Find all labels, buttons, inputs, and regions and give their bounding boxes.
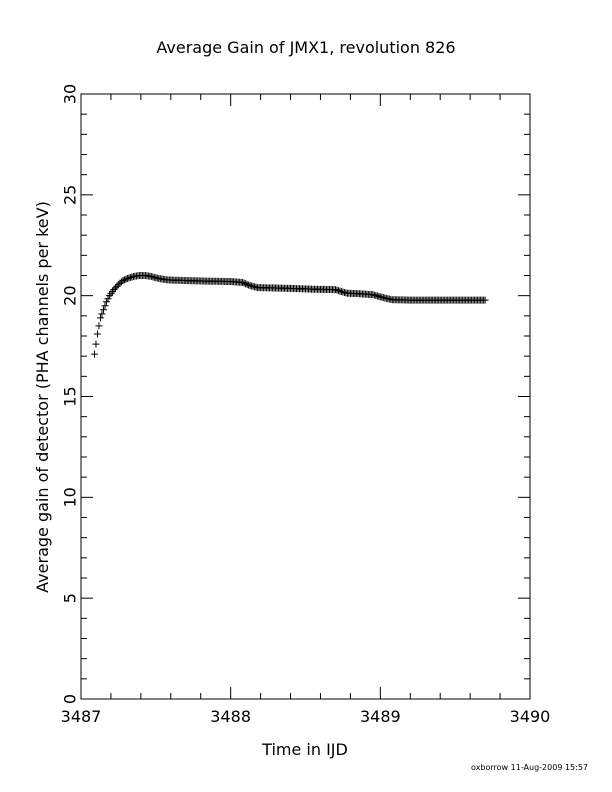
footer-credit: oxborrow 11-Aug-2009 15:57 <box>471 763 588 772</box>
data-point <box>122 275 130 283</box>
y-tick-label: 20 <box>61 285 80 305</box>
axis-ticks <box>80 93 531 700</box>
data-point <box>243 280 251 288</box>
data-point <box>239 279 247 287</box>
data-point <box>99 306 107 314</box>
data-point <box>92 340 100 348</box>
data-point <box>336 287 344 295</box>
y-tick-labels: 0 5 10 15 20 25 30 <box>61 84 80 704</box>
y-tick-label: 5 <box>61 593 80 603</box>
x-tick-label: 3488 <box>210 707 251 726</box>
data-point <box>240 279 248 287</box>
data-point <box>125 274 133 282</box>
data-point <box>90 350 98 358</box>
data-point <box>245 281 253 289</box>
y-tick-label: 10 <box>61 487 80 507</box>
data-point <box>333 286 341 294</box>
data-point <box>104 295 112 303</box>
data-point <box>123 275 131 283</box>
data-point <box>331 286 339 294</box>
plot-frame <box>80 93 531 700</box>
data-point <box>96 314 104 322</box>
data-series <box>90 272 489 358</box>
data-point <box>120 276 128 284</box>
x-tick-label: 3487 <box>61 707 102 726</box>
data-point <box>101 302 109 310</box>
data-point <box>95 322 103 330</box>
data-point <box>126 274 134 282</box>
data-point <box>128 273 136 281</box>
data-point <box>110 286 118 294</box>
x-tick-label: 3490 <box>510 707 551 726</box>
x-tick-label: 3489 <box>360 707 401 726</box>
y-tick-label: 25 <box>61 185 80 205</box>
data-point <box>334 287 342 295</box>
y-axis-label: Average gain of detector (PHA channels p… <box>33 201 52 593</box>
x-tick-labels: 3487 3488 3489 3490 <box>61 707 551 726</box>
x-axis-label: Time in IJD <box>261 740 348 759</box>
y-tick-label: 0 <box>61 694 80 704</box>
data-point <box>242 280 250 288</box>
data-point <box>98 310 106 318</box>
data-point <box>119 277 127 285</box>
data-point <box>111 284 119 292</box>
y-tick-label: 30 <box>61 84 80 104</box>
data-point <box>481 296 489 304</box>
data-point <box>93 330 101 338</box>
y-tick-label: 15 <box>61 386 80 406</box>
chart-title: Average Gain of JMX1, revolution 826 <box>156 38 455 57</box>
data-point <box>102 298 110 306</box>
data-point <box>113 282 121 290</box>
